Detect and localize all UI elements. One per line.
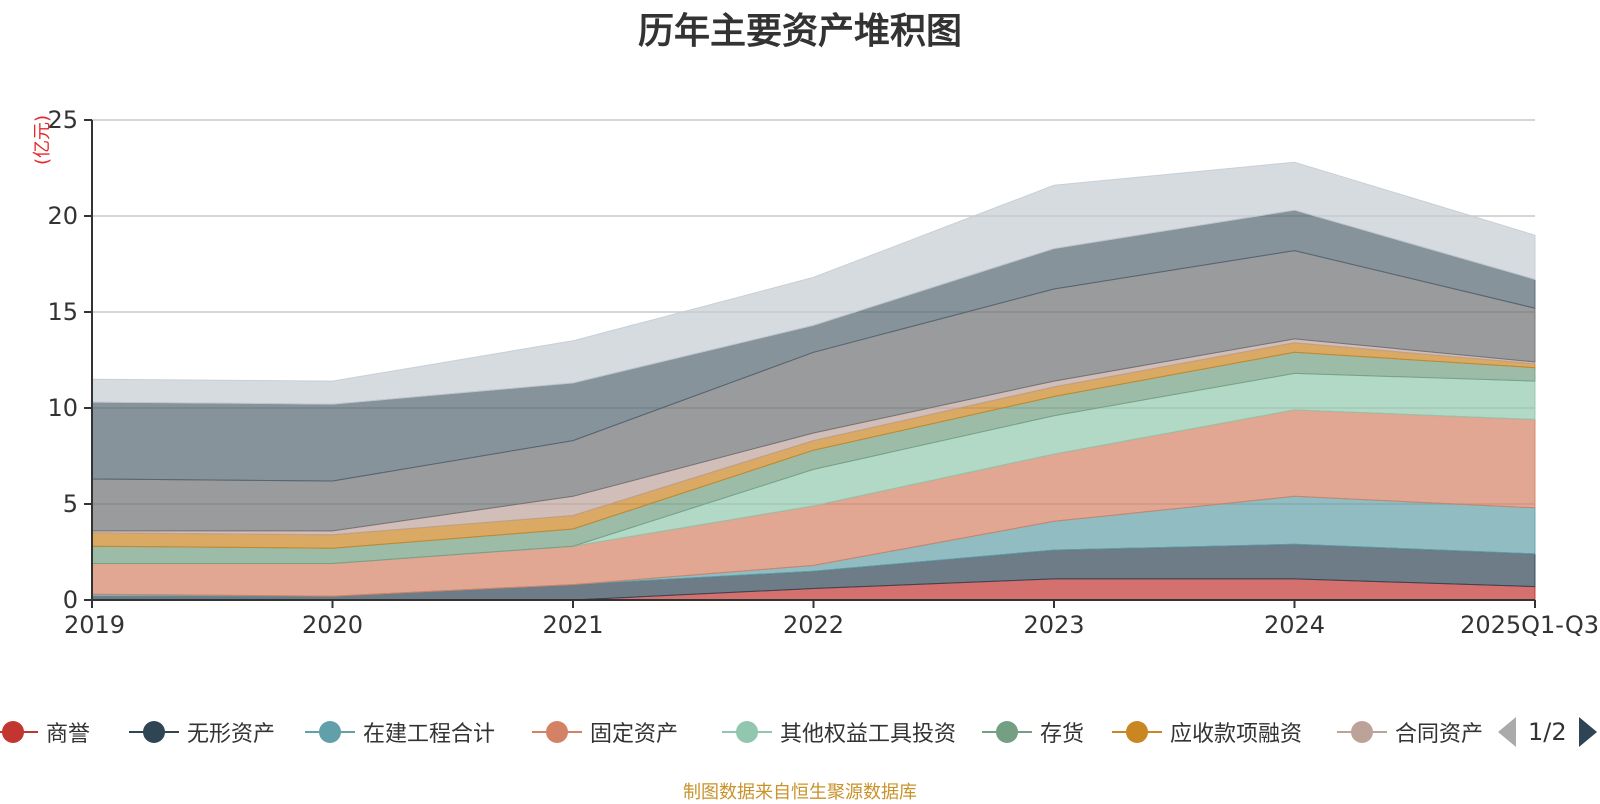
legend-label: 应收款项融资 xyxy=(1170,722,1303,747)
x-tick-label: 2019 xyxy=(64,611,125,639)
legend-marker-icon xyxy=(129,712,179,752)
legend: 商誉 无形资产 在建工程合计 固定资产 其他权益工具投资 存货 应收款项融资 合同资产 1/2 xyxy=(0,712,1600,752)
legend-page-indicator: 1/2 xyxy=(1528,718,1567,746)
legend-label: 合同资产 xyxy=(1395,722,1482,747)
legend-marker-icon xyxy=(0,712,38,752)
x-tick-label: 2020 xyxy=(302,611,363,639)
y-tick-label: 25 xyxy=(47,106,78,134)
legend-item[interactable]: 在建工程合计 xyxy=(305,712,495,752)
x-tick-label: 2022 xyxy=(783,611,844,639)
legend-marker-icon xyxy=(305,712,355,752)
x-tick-label: 2025Q1-Q3 xyxy=(1460,611,1599,639)
y-tick-label: 0 xyxy=(63,586,78,614)
x-tick-label: 2024 xyxy=(1264,611,1325,639)
legend-marker-icon xyxy=(982,712,1032,752)
x-tick-label: 2021 xyxy=(542,611,603,639)
y-tick-label: 20 xyxy=(47,202,78,230)
legend-marker-icon xyxy=(1112,712,1162,752)
legend-label: 固定资产 xyxy=(590,722,679,747)
legend-pager: 1/2 xyxy=(1498,712,1597,752)
legend-item[interactable]: 其他权益工具投资 xyxy=(722,712,956,752)
chart-title: 历年主要资产堆积图 xyxy=(637,11,962,52)
data-source-note: 制图数据来自恒生聚源数据库 xyxy=(683,782,917,803)
y-tick-label: 5 xyxy=(63,490,78,518)
legend-marker-icon xyxy=(532,712,582,752)
legend-label: 在建工程合计 xyxy=(363,722,496,747)
legend-items: 商誉 无形资产 在建工程合计 固定资产 其他权益工具投资 存货 应收款项融资 合同资产 xyxy=(0,712,1482,752)
legend-label: 其他权益工具投资 xyxy=(780,722,957,747)
stacked-area-chart: 0 5 10 15 20 25 2019 2020 2021 2022 2023 2024 2025Q1… xyxy=(47,106,1599,639)
legend-item[interactable]: 存货 xyxy=(982,712,1084,752)
legend-marker-icon xyxy=(1337,712,1387,752)
legend-marker-icon xyxy=(722,712,772,752)
legend-prev-page-icon[interactable] xyxy=(1498,717,1516,747)
legend-label: 存货 xyxy=(1040,722,1085,747)
legend-item[interactable]: 应收款项融资 xyxy=(1112,712,1302,752)
legend-item[interactable]: 无形资产 xyxy=(129,712,275,752)
legend-item[interactable]: 固定资产 xyxy=(532,712,678,752)
area-series-10 xyxy=(91,161,1536,405)
legend-label: 无形资产 xyxy=(187,722,276,747)
legend-item[interactable]: 合同资产 xyxy=(1337,712,1482,752)
legend-item[interactable]: 商誉 xyxy=(0,712,90,752)
legend-label: 商誉 xyxy=(46,722,91,747)
y-tick-label: 15 xyxy=(47,298,78,326)
x-tick-label: 2023 xyxy=(1023,611,1084,639)
legend-next-page-icon[interactable] xyxy=(1578,717,1597,747)
y-tick-label: 10 xyxy=(47,394,78,422)
